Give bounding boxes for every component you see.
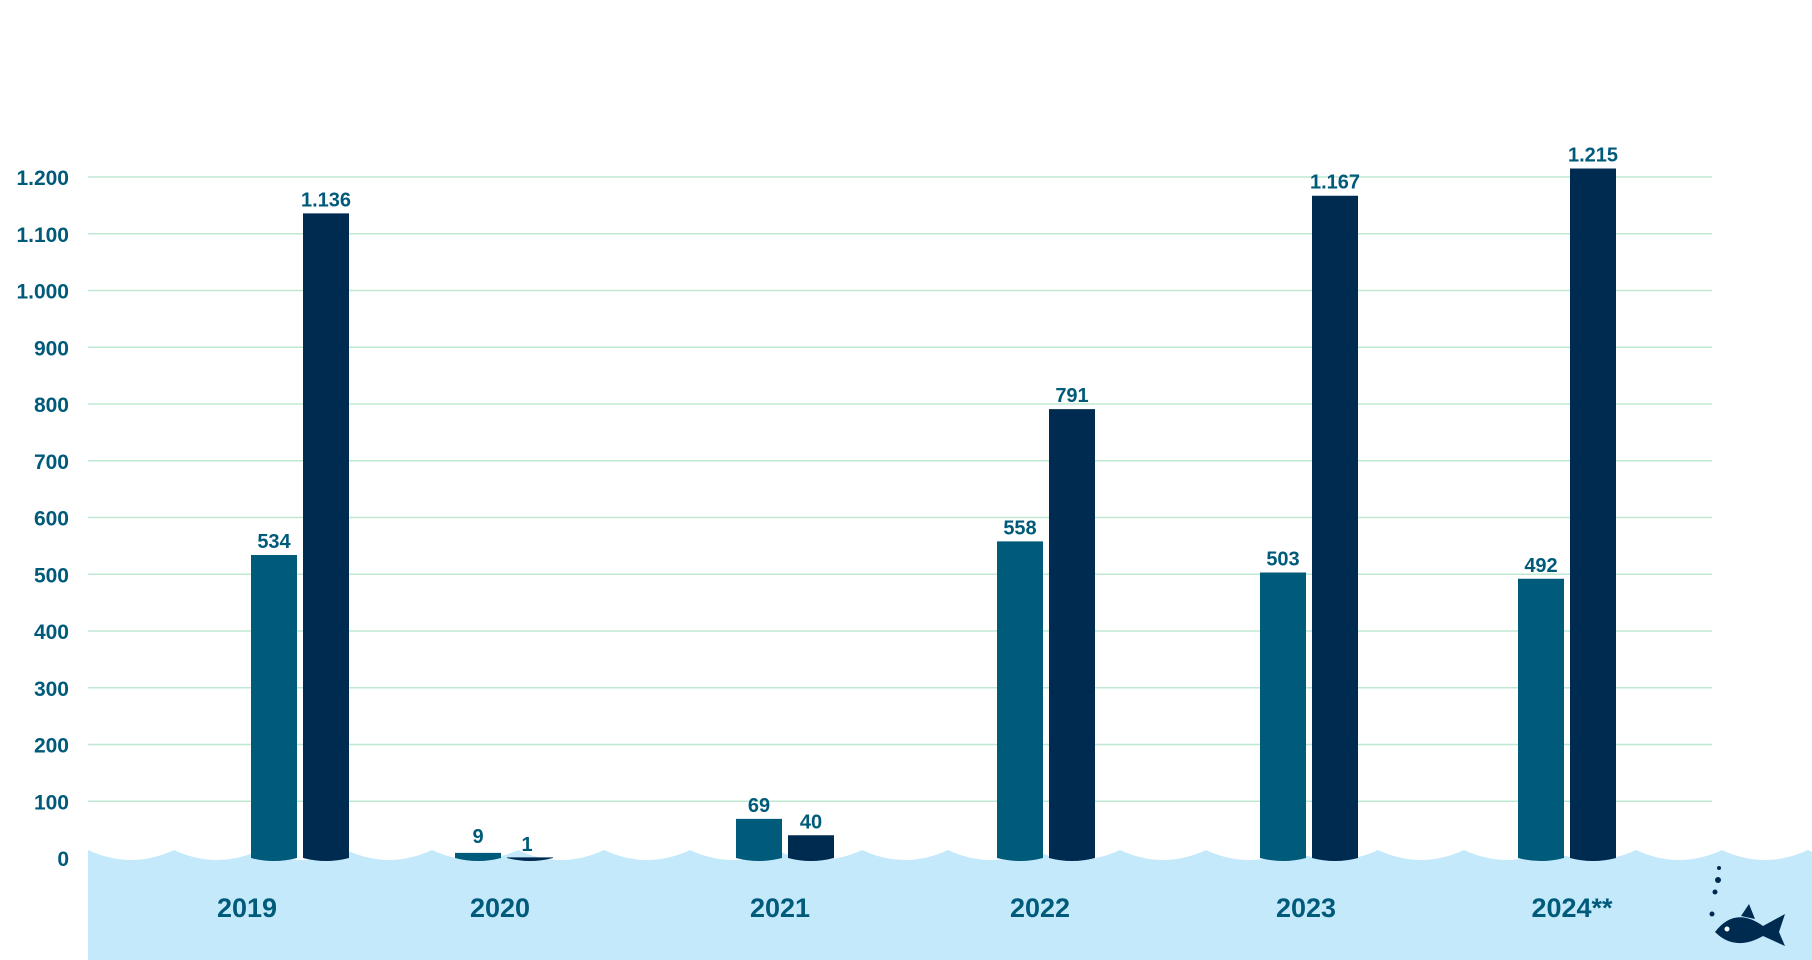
category-label: 2021	[750, 893, 810, 923]
y-axis-ticks: 0 100 200 300 400 500 600 700 800 900 1.000 1.100 1.…	[16, 167, 69, 871]
bars	[251, 168, 1616, 862]
value-label: 503	[1266, 549, 1299, 571]
category-label: 2023	[1276, 893, 1336, 923]
bar-2-2024**	[1570, 168, 1616, 862]
bubble	[1717, 866, 1721, 870]
y-tick-label: 1.100	[16, 224, 69, 247]
fish-eye	[1724, 926, 1730, 932]
bar-2-2022	[1049, 409, 1095, 861]
value-label: 558	[1003, 517, 1036, 539]
water-band	[88, 850, 1812, 960]
bubble	[1712, 889, 1718, 895]
y-tick-label: 900	[34, 337, 69, 360]
value-label: 1	[521, 834, 532, 856]
bar-2-2023	[1312, 195, 1358, 862]
bar-1-2022	[997, 541, 1043, 861]
category-label: 2022	[1010, 893, 1070, 923]
bar-2-2021	[788, 835, 834, 861]
value-label: 9	[472, 826, 483, 848]
value-label: 791	[1055, 385, 1088, 407]
bar-1-2021	[736, 818, 782, 861]
y-tick-label: 200	[34, 735, 69, 758]
y-tick-label: 100	[34, 791, 69, 814]
value-labels: 534 9 69 558 503 492 1.136 1 40 791 1.167 1.215	[257, 144, 1618, 856]
category-label: 2024**	[1531, 893, 1613, 923]
bar-2-2020	[507, 857, 553, 861]
fish-fin	[1741, 904, 1755, 919]
bar-1-2020	[455, 852, 501, 861]
bubble	[1715, 877, 1721, 883]
category-label: 2019	[217, 893, 277, 923]
y-tick-label: 800	[34, 394, 69, 417]
x-axis-categories: 2019 2020 2021 2022 2023 2024**	[217, 893, 1613, 923]
y-tick-label: 1.000	[16, 281, 69, 304]
y-tick-label: 400	[34, 621, 69, 644]
y-tick-label: 700	[34, 451, 69, 474]
value-label: 534	[257, 531, 291, 553]
value-label: 1.136	[301, 189, 351, 211]
y-tick-label: 300	[34, 678, 69, 701]
water-wave	[88, 850, 1812, 960]
value-label: 1.215	[1568, 144, 1618, 166]
y-tick-label: 600	[34, 508, 69, 531]
bar-1-2023	[1260, 572, 1306, 861]
value-label: 1.167	[1310, 172, 1360, 194]
fish-body	[1715, 914, 1785, 946]
bar-2-2019	[303, 213, 349, 861]
gridlines	[88, 176, 1712, 802]
fish-icon	[1709, 866, 1785, 946]
category-label: 2020	[470, 893, 530, 923]
value-label: 40	[800, 811, 822, 833]
y-tick-label: 0	[57, 848, 69, 871]
bar-1-2019	[251, 554, 297, 861]
y-tick-label: 1.200	[16, 167, 69, 190]
bar-1-2024**	[1518, 578, 1564, 861]
bubble	[1709, 911, 1715, 917]
y-tick-label: 500	[34, 564, 69, 587]
value-label: 69	[748, 795, 770, 817]
value-label: 492	[1524, 555, 1557, 577]
